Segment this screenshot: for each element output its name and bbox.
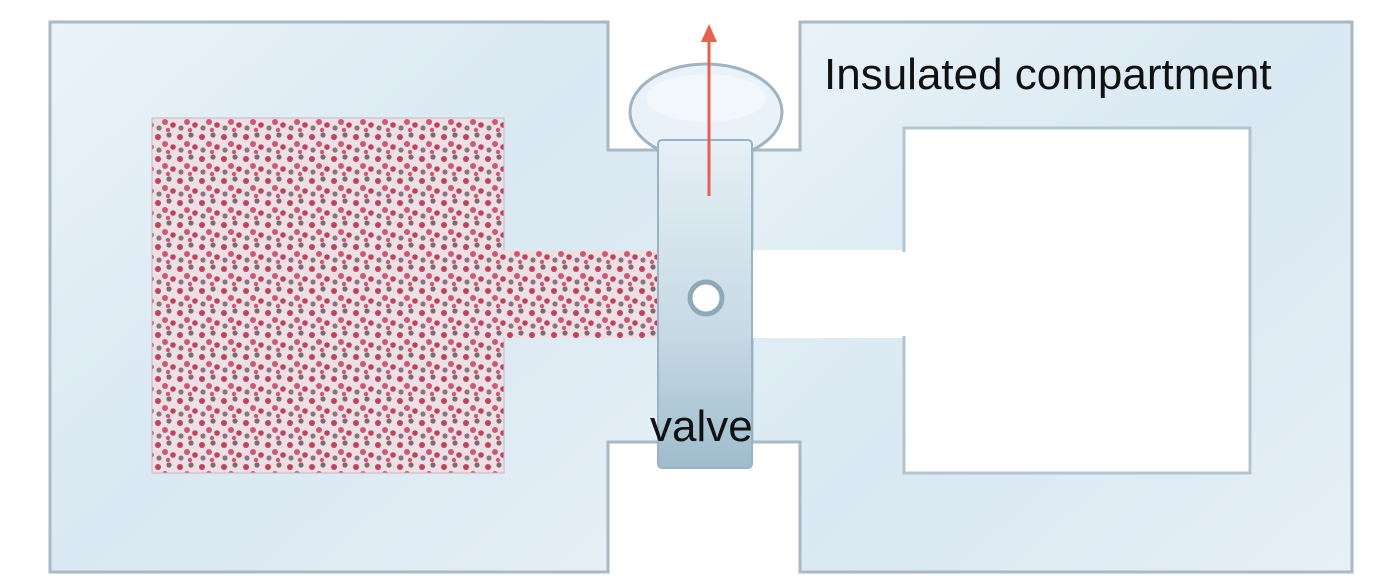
arrow-up-icon — [701, 24, 717, 196]
circle-icon — [687, 279, 725, 317]
empty-compartment — [902, 126, 1252, 475]
valve-label: valve — [650, 402, 753, 451]
gas-region-left — [151, 117, 505, 474]
insulated-compartment-label: Insulated compartment — [824, 50, 1272, 99]
gas-region-tube — [500, 250, 665, 338]
empty-tube-right — [748, 250, 908, 338]
